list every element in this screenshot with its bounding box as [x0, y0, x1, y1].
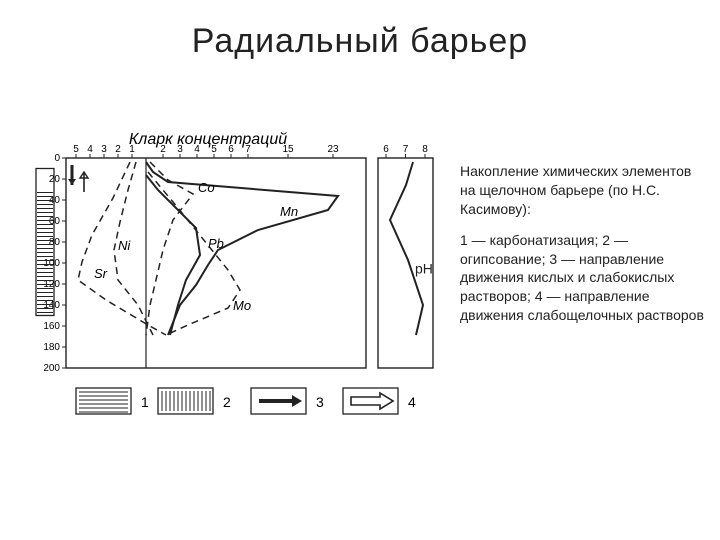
- svg-text:60: 60: [49, 216, 61, 227]
- svg-text:2: 2: [115, 144, 121, 155]
- svg-text:3: 3: [177, 144, 183, 155]
- svg-text:5: 5: [211, 144, 217, 155]
- series-Pb: [146, 175, 200, 335]
- svg-text:3: 3: [101, 144, 107, 155]
- series-Co: [146, 162, 193, 335]
- caption-lead: Накопление химических элементов на щелоч…: [460, 162, 710, 219]
- svg-text:1: 1: [141, 394, 149, 410]
- slide-title: Радиальный барьер: [0, 22, 720, 61]
- ph-label: pH: [415, 261, 433, 277]
- series-label-Ni: Ni: [118, 238, 131, 253]
- caption-legend: 1 — карбонатизация; 2 — огипсование; 3 —…: [460, 231, 710, 325]
- figure: Кларк концентраций0204060801001201401601…: [18, 130, 448, 430]
- main-plot-frame: [66, 158, 366, 368]
- svg-text:4: 4: [87, 144, 93, 155]
- svg-text:5: 5: [73, 144, 79, 155]
- svg-text:0: 0: [54, 153, 60, 164]
- svg-text:2: 2: [160, 144, 166, 155]
- svg-text:100: 100: [43, 258, 60, 269]
- svg-text:6: 6: [228, 144, 234, 155]
- series-label-Mn: Mn: [280, 204, 298, 219]
- series-label-Mo: Mo: [233, 298, 251, 313]
- svg-text:200: 200: [43, 363, 60, 374]
- svg-text:8: 8: [422, 144, 428, 155]
- svg-text:23: 23: [327, 144, 339, 155]
- ph-line: [390, 162, 423, 335]
- svg-text:3: 3: [316, 394, 324, 410]
- svg-text:20: 20: [49, 174, 61, 185]
- svg-text:4: 4: [194, 144, 200, 155]
- svg-text:1: 1: [129, 144, 135, 155]
- svg-text:6: 6: [383, 144, 389, 155]
- series-label-Sr: Sr: [94, 266, 108, 281]
- svg-text:80: 80: [49, 237, 61, 248]
- svg-text:160: 160: [43, 321, 60, 332]
- arrow-down-solid: [68, 179, 76, 185]
- svg-text:140: 140: [43, 300, 60, 311]
- caption-spacer: [460, 219, 710, 231]
- svg-text:7: 7: [403, 144, 409, 155]
- svg-text:180: 180: [43, 342, 60, 353]
- series-label-Pb: Pb: [208, 236, 224, 251]
- series-label-Co: Co: [198, 180, 215, 195]
- svg-text:15: 15: [282, 144, 294, 155]
- svg-text:2: 2: [223, 394, 231, 410]
- caption: Накопление химических элементов на щелоч…: [460, 162, 710, 325]
- figure-top-label: Кларк концентраций: [129, 131, 287, 148]
- svg-text:7: 7: [245, 144, 251, 155]
- svg-text:4: 4: [408, 394, 416, 410]
